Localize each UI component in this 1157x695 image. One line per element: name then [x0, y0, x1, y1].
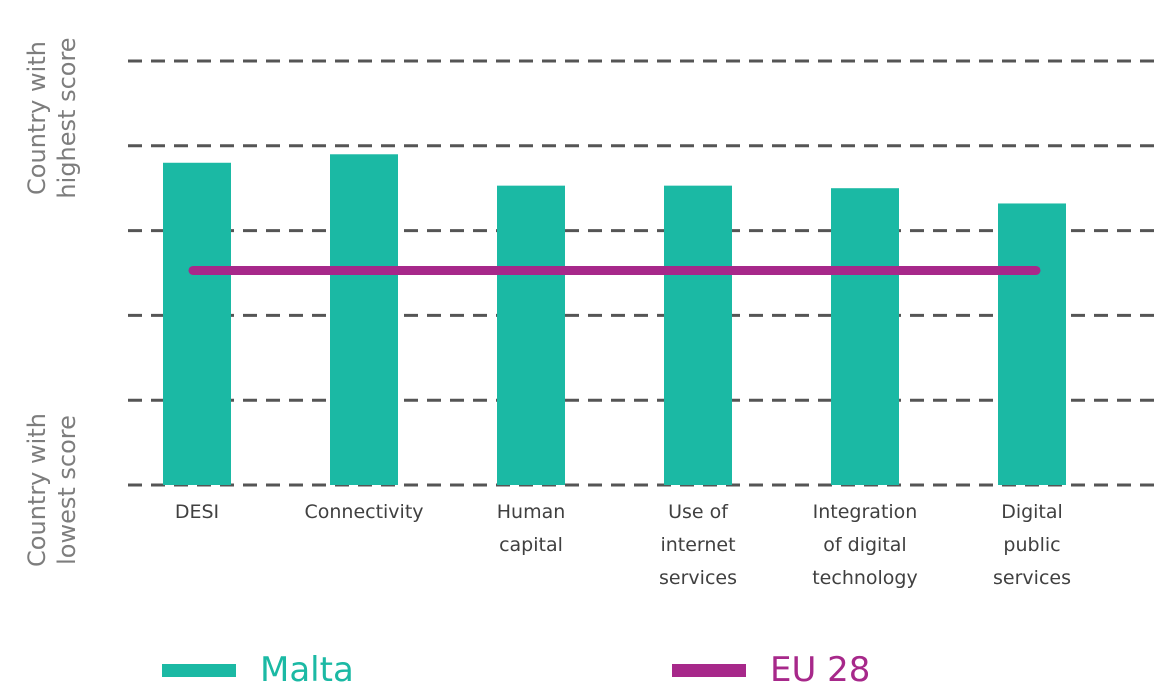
- x-tick-label-connectivity: Connectivity: [304, 501, 424, 523]
- legend-item-malta: Malta: [162, 645, 354, 695]
- bar-2: [330, 154, 398, 485]
- x-tick-label-use-of-internet-services: Use of internet services: [659, 501, 737, 589]
- x-tick-label-integration-of-digital-technology: Integration of digital technology: [812, 501, 918, 589]
- legend-label-malta: Malta: [260, 650, 354, 690]
- legend-label-eu28: EU 28: [770, 650, 871, 690]
- bar-4: [664, 185, 732, 485]
- x-tick-label-desi: DESI: [174, 501, 220, 523]
- y-axis-top-label: Country with highest score: [23, 37, 81, 199]
- bar-6: [998, 203, 1066, 486]
- bar-1: [163, 162, 231, 485]
- legend-swatch-eu28: [672, 663, 746, 677]
- x-tick-label-digital-public-services: Digital public services: [993, 501, 1071, 589]
- bar-5: [831, 188, 899, 485]
- legend-item-eu28: EU 28: [672, 645, 870, 695]
- x-tick-label-human-capital: Human capital: [496, 501, 566, 556]
- legend-swatch-malta: [162, 663, 236, 677]
- y-axis-bottom-label: Country with lowest score: [23, 413, 81, 567]
- bar-3: [497, 185, 565, 485]
